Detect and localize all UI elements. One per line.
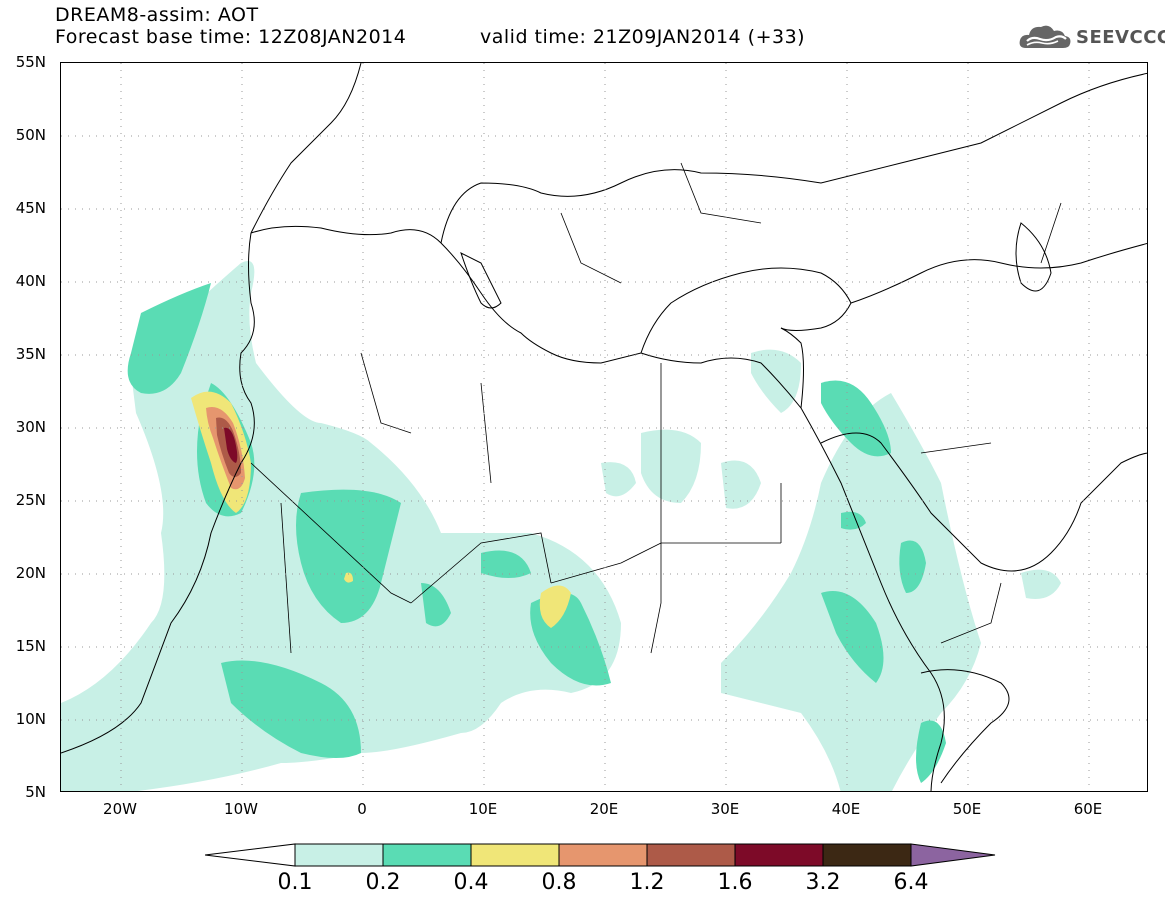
- map-title: DREAM8-assim: AOT: [55, 4, 259, 26]
- colorbar-label: 6.4: [893, 870, 929, 895]
- lon-label: 20E: [589, 800, 619, 818]
- cloud-icon: [1019, 25, 1071, 48]
- graticule: [61, 63, 1147, 791]
- colorbar-swatch: [382, 843, 472, 867]
- lat-label: 55N: [15, 53, 46, 71]
- forecast-base-time: Forecast base time: 12Z08JAN2014: [55, 26, 407, 48]
- lon-label: 50E: [952, 800, 982, 818]
- lat-label: 35N: [15, 345, 46, 363]
- valid-time: valid time: 21Z09JAN2014 (+33): [480, 26, 806, 48]
- colorbar-swatch: [294, 843, 384, 867]
- country-borders: [250, 162, 1062, 654]
- lat-label: 15N: [15, 637, 46, 655]
- lon-label: 60E: [1073, 800, 1103, 818]
- colorbar: [205, 840, 1000, 870]
- lat-label: 45N: [15, 199, 46, 217]
- lon-label: 10E: [468, 800, 498, 818]
- lat-label: 20N: [15, 564, 46, 582]
- lat-label: 10N: [15, 710, 46, 728]
- lon-label: 30E: [710, 800, 740, 818]
- colorbar-swatch: [558, 843, 648, 867]
- map-header: DREAM8-assim: AOT Forecast base time: 12…: [55, 4, 406, 48]
- lat-label: 25N: [15, 491, 46, 509]
- lon-label: 10W: [224, 800, 258, 818]
- colorbar-swatch: [646, 843, 736, 867]
- colorbar-swatch: [470, 843, 560, 867]
- colorbar-label: 1.6: [717, 870, 753, 895]
- lon-label: 40E: [831, 800, 861, 818]
- lon-label: 20W: [103, 800, 137, 818]
- aot-contour-0.1: [61, 261, 1061, 791]
- lat-label: 30N: [15, 418, 46, 436]
- lat-label: 40N: [15, 272, 46, 290]
- lat-label: 50N: [15, 126, 46, 144]
- colorbar-over-triangle: [910, 843, 996, 867]
- aot-map: [61, 63, 1147, 791]
- map-panel: [60, 62, 1148, 792]
- lon-label: 0: [357, 800, 367, 818]
- seevccc-logo: SEEVCCC: [1018, 22, 1165, 52]
- coastlines: [61, 63, 1147, 791]
- logo-text: SEEVCCC: [1076, 26, 1165, 48]
- colorbar-label: 0.1: [277, 870, 313, 895]
- colorbar-under-triangle: [205, 843, 296, 867]
- colorbar-label: 0.4: [453, 870, 489, 895]
- lat-label: 5N: [25, 783, 46, 801]
- colorbar-label: 0.8: [541, 870, 577, 895]
- colorbar-label: 3.2: [805, 870, 841, 895]
- colorbar-swatch: [822, 843, 912, 867]
- colorbar-label: 0.2: [365, 870, 401, 895]
- aot-contour-1.6: [224, 427, 238, 463]
- colorbar-swatch: [734, 843, 824, 867]
- colorbar-label: 1.2: [629, 870, 665, 895]
